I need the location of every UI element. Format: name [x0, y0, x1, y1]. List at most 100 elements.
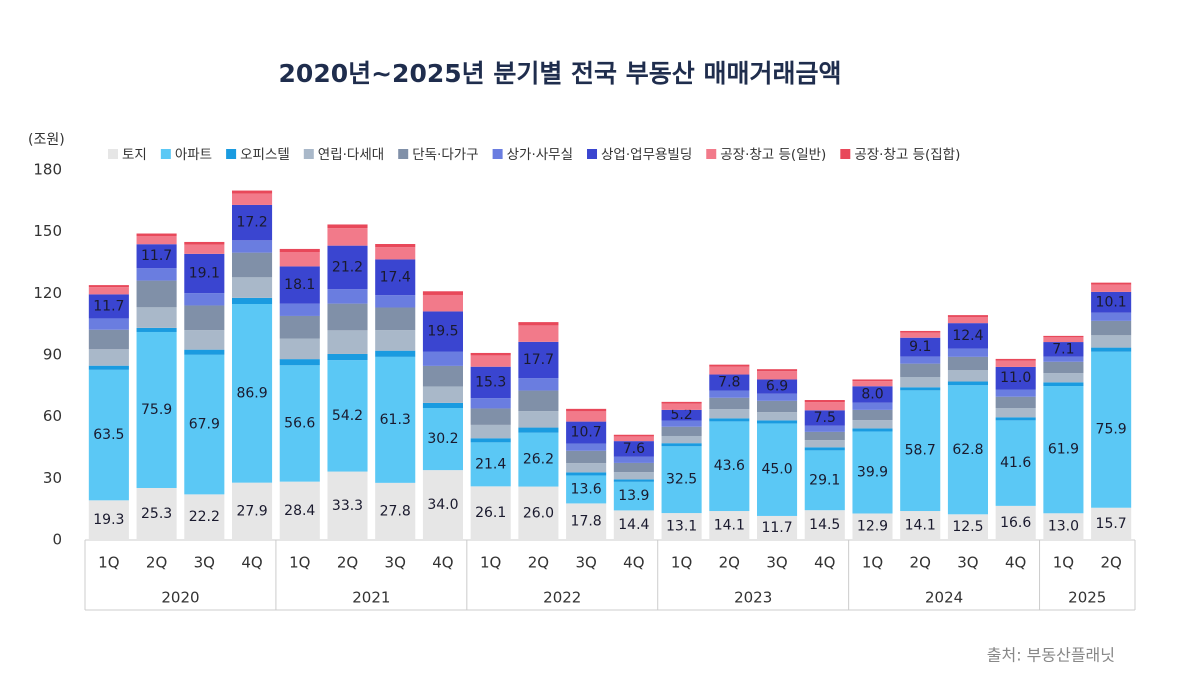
bar-segment	[1043, 513, 1084, 540]
bar-segment	[852, 409, 893, 421]
legend-swatch	[160, 149, 171, 159]
data-label: 13.9	[618, 488, 649, 504]
data-label: 75.9	[1096, 422, 1127, 438]
data-label: 61.3	[380, 412, 411, 428]
bar-segment	[184, 293, 225, 306]
legend-label: 오피스텔	[240, 147, 290, 163]
x-tick-label: 1Q	[98, 554, 119, 572]
data-label: 7.5	[814, 410, 836, 426]
data-label: 6.9	[766, 379, 788, 395]
data-label: 45.0	[761, 462, 792, 478]
data-label: 26.1	[475, 505, 506, 521]
bar-segment	[1043, 386, 1084, 514]
bar-segment	[1043, 373, 1084, 383]
bar-segment	[470, 424, 511, 439]
bar-segment	[661, 443, 702, 447]
bar-segment	[279, 252, 320, 267]
x-group-label: 2020	[161, 589, 199, 607]
bar-segment	[327, 360, 368, 472]
x-group-label: 2022	[543, 589, 581, 607]
x-tick-label: 1Q	[1053, 554, 1074, 572]
bar-segment	[136, 307, 177, 328]
data-label: 27.8	[380, 503, 411, 519]
bar-segment	[279, 315, 320, 339]
bar-segment	[88, 365, 129, 370]
data-label: 15.3	[475, 374, 506, 390]
data-label: 54.2	[332, 408, 363, 424]
bar-segment	[518, 486, 559, 540]
data-label: 7.6	[623, 441, 645, 457]
bar-segment	[995, 358, 1036, 361]
data-label: 14.1	[714, 518, 745, 534]
bar-segment	[566, 472, 607, 476]
data-label: 63.5	[93, 427, 124, 443]
bar-segment	[613, 441, 654, 457]
bar-segment	[566, 408, 607, 412]
bar-segment	[852, 513, 893, 540]
bar-segment	[327, 330, 368, 354]
data-label: 26.2	[523, 452, 554, 468]
x-tick-label: 2Q	[337, 554, 358, 572]
bar-segment	[422, 291, 463, 295]
bar-segment	[947, 385, 988, 515]
bar-segment	[613, 510, 654, 540]
bar-segment	[709, 511, 750, 540]
bar-segment	[900, 511, 941, 540]
bar-segment	[709, 409, 750, 419]
bar-segment	[566, 503, 607, 540]
y-tick-label: 0	[52, 531, 62, 549]
bar-segment	[136, 280, 177, 308]
bar-segment	[232, 240, 273, 253]
bar-segment	[804, 450, 845, 511]
x-tick-label: 1Q	[480, 554, 501, 572]
bar-segment	[88, 287, 129, 295]
data-label: 7.1	[1052, 341, 1074, 357]
bar-segment	[757, 379, 798, 394]
legend-swatch	[303, 149, 314, 159]
bar-segment	[757, 420, 798, 424]
bar-segment	[327, 353, 368, 361]
data-label: 13.0	[1048, 519, 1079, 535]
bar-segment	[947, 323, 988, 349]
legend-label: 공장·창고 등(집합)	[854, 147, 960, 163]
bar-segment	[279, 266, 320, 304]
bar-segment	[900, 330, 941, 333]
bar-segment	[613, 436, 654, 442]
legend-swatch	[492, 149, 503, 159]
bar-segment	[995, 366, 1036, 390]
y-tick-label: 60	[43, 407, 62, 425]
legend-swatch	[226, 149, 237, 159]
bar-segment	[279, 338, 320, 360]
y-axis-unit: (조원)	[28, 132, 65, 148]
bar-segment	[566, 443, 607, 451]
bar-segment	[184, 494, 225, 540]
data-label: 18.1	[284, 277, 315, 293]
bar-segment	[852, 428, 893, 432]
bar-segment	[88, 500, 129, 540]
bar-segment	[709, 364, 750, 367]
x-tick-label: 3Q	[575, 554, 596, 572]
bar-segment	[88, 329, 129, 350]
bar-segment	[709, 390, 750, 398]
data-label: 12.5	[952, 519, 983, 535]
data-label: 16.6	[1000, 515, 1031, 531]
y-tick-label: 150	[33, 222, 62, 240]
bar-segment	[852, 386, 893, 403]
y-tick-label: 90	[43, 346, 62, 364]
bar-segment	[518, 322, 559, 326]
data-label: 29.1	[809, 472, 840, 488]
bar-segment	[661, 426, 702, 436]
bar-segment	[470, 408, 511, 425]
data-label: 61.9	[1048, 442, 1079, 458]
bar-segment	[136, 327, 177, 332]
bar-segment	[995, 408, 1036, 418]
x-tick-label: 4Q	[814, 554, 835, 572]
bar-segment	[279, 365, 320, 482]
bar-segment	[804, 440, 845, 448]
bar-segment	[804, 510, 845, 540]
data-label: 17.2	[236, 215, 267, 231]
bar-segment	[995, 417, 1036, 421]
bar-segment	[947, 514, 988, 540]
